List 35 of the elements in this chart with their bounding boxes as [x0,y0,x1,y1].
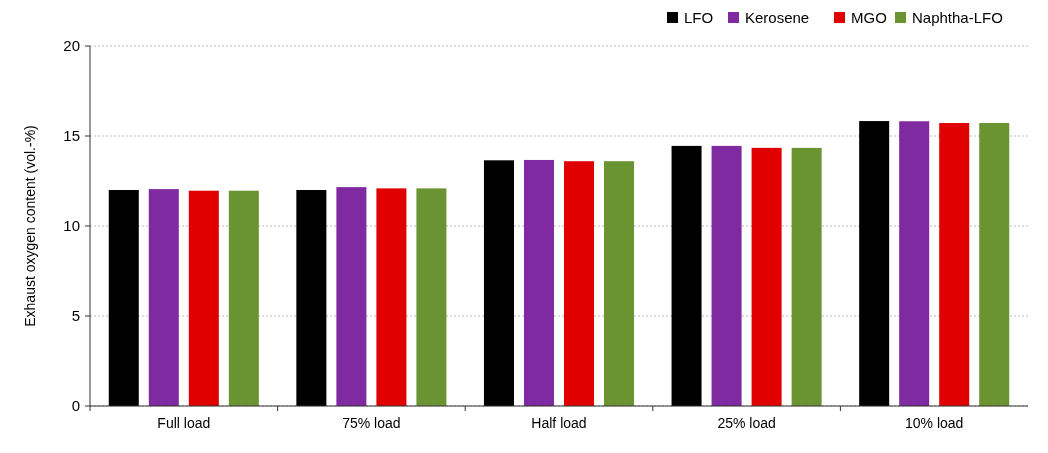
y-tick-label: 5 [71,307,80,325]
y-axis-title: Exhaust oxygen content (vol.-%) [22,125,38,327]
x-tick-label: Full load [157,415,211,431]
bar [979,123,1010,406]
bar [188,190,219,406]
legend-label: LFO [684,9,714,27]
bar [416,188,447,406]
x-tick-label: Half load [531,415,587,431]
x-tick-label: 10% load [905,415,964,431]
bar [108,190,139,406]
bar [671,145,702,406]
y-tick-label: 20 [63,37,80,55]
bar [564,161,595,406]
bar [296,190,327,406]
bar [604,161,635,406]
bar [711,145,742,406]
bar [791,147,822,406]
y-tick-label: 0 [71,397,80,415]
bar [859,121,890,406]
bar [523,159,554,406]
bar [376,188,407,406]
bar [148,189,179,406]
bar [483,160,514,406]
legend-label: Naphtha-LFO [912,9,1003,27]
y-tick-label: 15 [63,127,80,145]
x-tick-label: 25% load [717,415,776,431]
bar [228,190,259,406]
bar [751,147,782,406]
bar [899,121,930,406]
legend-label: MGO [851,9,887,27]
y-tick-label: 10 [63,217,80,235]
bar [939,123,970,406]
x-tick-label: 75% load [342,415,401,431]
bar [336,187,367,406]
legend-label: Kerosene [745,9,810,27]
